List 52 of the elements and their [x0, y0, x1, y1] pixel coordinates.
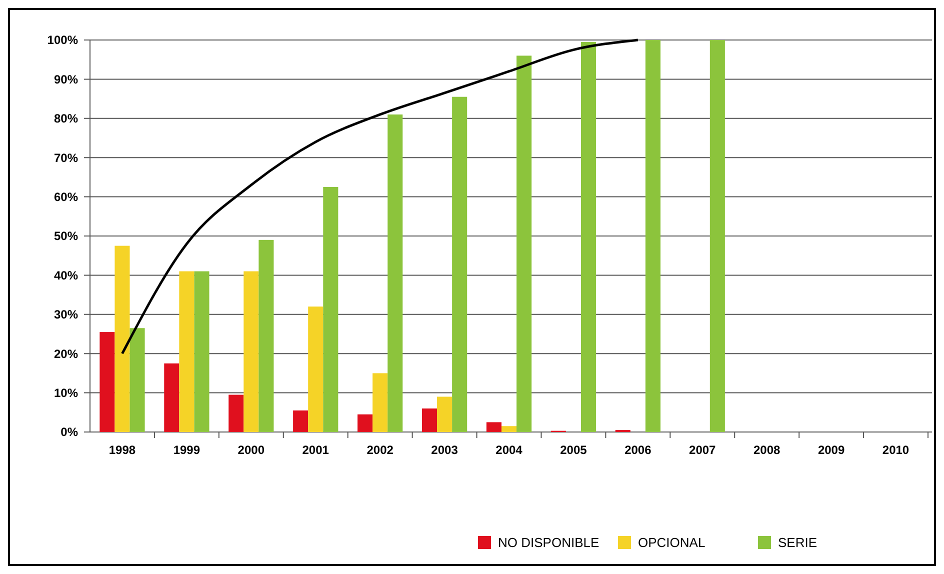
bar [452, 96, 468, 432]
bar [388, 114, 403, 432]
bar [114, 246, 130, 432]
bar [194, 271, 210, 432]
y-tick-label: 70% [54, 150, 78, 165]
bar [486, 422, 502, 432]
bar [437, 396, 452, 432]
x-tick-label: 2000 [238, 443, 265, 457]
y-tick-label: 10% [54, 386, 78, 400]
bar [100, 332, 115, 432]
legend-label: SERIE [778, 535, 818, 550]
y-tick-label: 100% [47, 33, 78, 48]
bar [244, 271, 259, 432]
bar [372, 373, 388, 432]
x-tick-label: 2008 [753, 443, 781, 457]
bar [258, 240, 274, 432]
y-tick-label: 30% [54, 308, 78, 322]
y-tick-label: 0% [60, 425, 78, 440]
x-tick-label: 2009 [818, 443, 845, 457]
x-tick-label: 1998 [108, 443, 136, 457]
bar [323, 187, 338, 432]
y-tick-label: 50% [54, 229, 78, 244]
y-tick-label: 60% [54, 190, 78, 204]
bar [516, 56, 532, 432]
x-tick-label: 2002 [366, 443, 394, 457]
x-tick-label: 2010 [882, 443, 910, 457]
legend-label: OPCIONAL [638, 535, 706, 550]
line-series [120, 38, 640, 355]
bar [501, 426, 517, 432]
y-tick-label: 20% [54, 346, 78, 361]
bar [164, 363, 180, 432]
bar [580, 42, 596, 432]
x-tick-label: 2004 [496, 443, 523, 457]
y-tick-label: 40% [54, 268, 78, 282]
x-tick-label: 2003 [431, 443, 458, 457]
x-tick-label: 2001 [302, 443, 330, 457]
x-tick-label: 2006 [624, 443, 652, 457]
y-tick-label: 80% [54, 112, 78, 126]
y-tick-label: 90% [54, 72, 78, 86]
bar [422, 408, 438, 432]
x-tick-label: 1999 [173, 443, 200, 457]
bar [645, 40, 660, 432]
bar [308, 306, 324, 432]
bar [710, 40, 725, 432]
legend-label: NO DISPONIBLE [498, 535, 600, 550]
bar [228, 394, 244, 432]
bar [130, 328, 145, 432]
x-tick-label: 2007 [689, 443, 716, 457]
x-tick-label: 2005 [560, 443, 588, 457]
bar [358, 414, 373, 432]
bar [179, 271, 194, 432]
bar [293, 410, 308, 432]
